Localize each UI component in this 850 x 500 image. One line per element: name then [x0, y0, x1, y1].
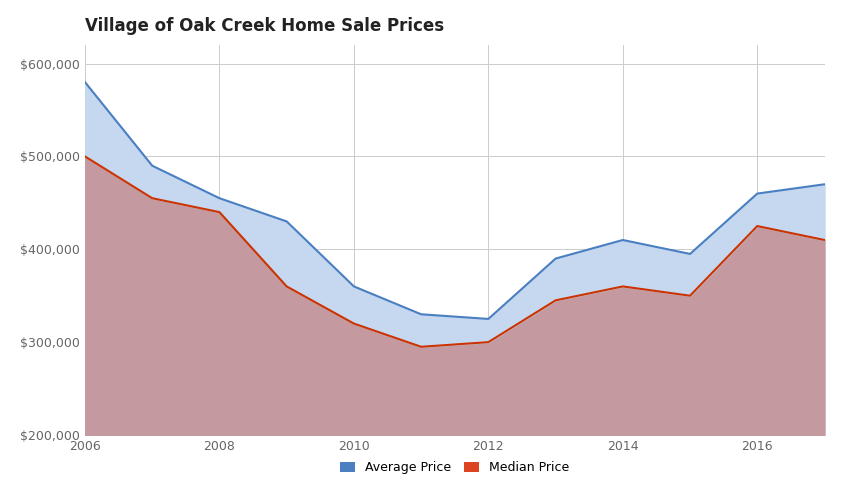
- Text: Village of Oak Creek Home Sale Prices: Village of Oak Creek Home Sale Prices: [85, 17, 444, 35]
- Legend: Average Price, Median Price: Average Price, Median Price: [335, 456, 575, 479]
